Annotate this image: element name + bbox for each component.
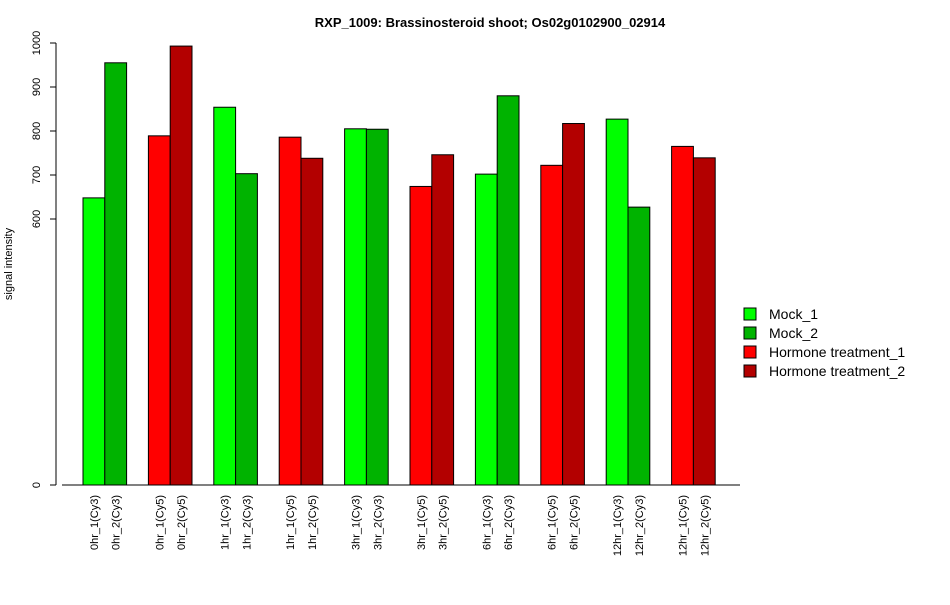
x-tick-label: 3hr_2(Cy5) bbox=[438, 495, 450, 550]
y-tick-label: 700 bbox=[31, 166, 43, 184]
x-tick-label: 3hr_2(Cy3) bbox=[372, 495, 384, 550]
x-tick-label: 6hr_1(Cy5) bbox=[547, 495, 559, 550]
legend: Mock_1 Mock_2 Hormone treatment_1 Hormone t… bbox=[743, 306, 905, 379]
x-tick-label: 6hr_1(Cy3) bbox=[481, 495, 493, 550]
bar bbox=[169, 45, 193, 486]
x-tick-label: 1hr_2(Cy5) bbox=[307, 495, 319, 550]
x-tick-label: 0hr_1(Cy5) bbox=[154, 495, 166, 550]
x-tick-label: 3hr_1(Cy3) bbox=[351, 495, 363, 550]
bar bbox=[496, 95, 520, 486]
x-tick-label: 1hr_1(Cy3) bbox=[220, 495, 232, 550]
bar bbox=[278, 136, 302, 486]
bar bbox=[344, 128, 367, 486]
x-tick-label: 6hr_2(Cy5) bbox=[569, 495, 581, 550]
bar bbox=[365, 128, 389, 486]
x-tick-label: 12hr_2(Cy3) bbox=[634, 495, 646, 556]
x-tick-label: 6hr_2(Cy3) bbox=[503, 495, 515, 550]
bar bbox=[540, 164, 564, 486]
y-tick-label: 0 bbox=[31, 482, 43, 488]
chart-title: RXP_1009: Brassinosteroid shoot; Os02g01… bbox=[315, 15, 666, 30]
bar bbox=[474, 173, 498, 486]
bar bbox=[213, 106, 237, 486]
x-tick-label: 1hr_2(Cy3) bbox=[242, 495, 254, 550]
bar bbox=[627, 206, 651, 486]
y-tick-label: 800 bbox=[31, 122, 43, 140]
x-tick-label: 0hr_1(Cy3) bbox=[89, 495, 101, 550]
y-tick-label: 900 bbox=[31, 78, 43, 96]
bar bbox=[562, 123, 585, 486]
bar bbox=[235, 173, 258, 486]
bar bbox=[692, 157, 716, 486]
x-tick-label: 0hr_2(Cy3) bbox=[111, 495, 123, 550]
bar bbox=[431, 154, 455, 486]
x-tick-label: 0hr_2(Cy5) bbox=[176, 495, 188, 550]
bar bbox=[671, 145, 694, 486]
bar bbox=[409, 185, 433, 486]
bar bbox=[82, 197, 106, 486]
legend-swatch bbox=[743, 364, 757, 378]
x-tick-label: 1hr_1(Cy5) bbox=[285, 495, 297, 550]
bar bbox=[104, 62, 128, 486]
bar bbox=[147, 135, 171, 486]
bars-layer bbox=[82, 45, 716, 486]
legend-label: Hormone treatment_1 bbox=[769, 344, 905, 360]
legend-swatch bbox=[743, 307, 757, 321]
bar bbox=[605, 118, 629, 486]
legend-label: Mock_1 bbox=[769, 306, 818, 322]
x-tick-label: 3hr_1(Cy5) bbox=[416, 495, 428, 550]
legend-label: Hormone treatment_2 bbox=[769, 363, 905, 379]
y-axis-label: signal intensity bbox=[3, 227, 15, 300]
x-tick-label: 12hr_2(Cy5) bbox=[699, 495, 711, 556]
x-tick-label: 12hr_1(Cy5) bbox=[678, 495, 690, 556]
x-tick-label: 12hr_1(Cy3) bbox=[612, 495, 624, 556]
legend-label: Mock_2 bbox=[769, 325, 818, 341]
x-tick-labels: 0hr_1(Cy3) 0hr_2(Cy3) 0hr_1(Cy5) 0hr_2(Cy5)… bbox=[89, 495, 711, 556]
legend-swatch bbox=[743, 345, 757, 359]
y-axis: 0 600 700 800 900 1000 bbox=[31, 31, 57, 488]
bar bbox=[300, 157, 324, 486]
y-tick-label: 600 bbox=[31, 210, 43, 228]
legend-swatch bbox=[743, 326, 757, 340]
y-tick-label: 1000 bbox=[31, 31, 43, 55]
